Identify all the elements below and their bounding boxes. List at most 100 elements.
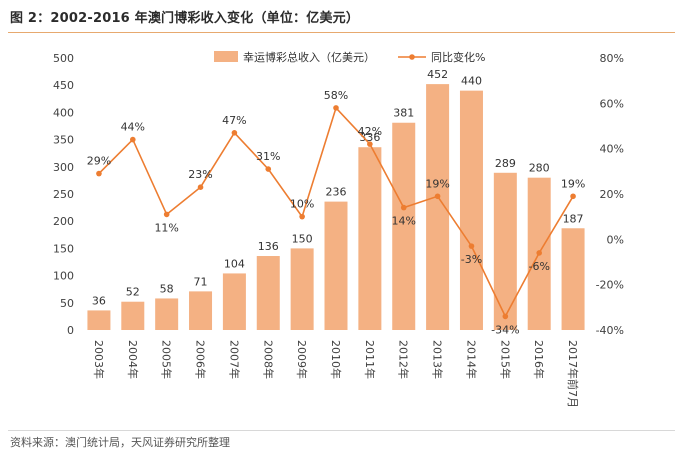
left-axis-tick: 350 xyxy=(53,134,74,147)
bar-data-labels: 36 52 58 71 104 136 150 236 336 381 452 440 289 280 18… xyxy=(92,68,584,307)
x-axis-label: 2006年 xyxy=(194,340,208,379)
left-axis-tick: 450 xyxy=(53,79,74,92)
line-point xyxy=(536,250,542,256)
legend-line-marker xyxy=(409,54,415,60)
x-axis-labels: 2003年 2004年 2005年 2006年 2007年 2008年 2009年 2010年… xyxy=(92,340,580,408)
right-axis-tick: 80% xyxy=(600,52,624,65)
line-point xyxy=(400,204,407,211)
bar-series xyxy=(87,84,585,331)
left-axis-tick: 150 xyxy=(53,242,74,255)
bar-value-label: 52 xyxy=(126,286,140,299)
line-point xyxy=(468,243,475,249)
line-value-label: 14% xyxy=(392,215,416,228)
line-point xyxy=(367,141,373,147)
bar-value-label: 336 xyxy=(359,131,380,144)
bar xyxy=(87,310,111,330)
x-axis-label: 2009年 xyxy=(295,340,309,379)
bar xyxy=(222,273,246,330)
line-value-label: 10% xyxy=(290,198,314,211)
line-data-labels: 29% 44% 11% 23% 47% 31% 10% 58% 42% 14% 19% -3% -34%… xyxy=(87,89,586,337)
chart-svg: 0 50 100 150 200 250 300 350 400 450 500 -40% -20% 0… xyxy=(53,50,624,408)
line-value-label: 31% xyxy=(256,150,280,163)
x-axis-label: 2005年 xyxy=(160,340,174,379)
right-axis-tick: 60% xyxy=(600,97,624,110)
legend: 幸运博彩总收入（亿美元） 同比变化% xyxy=(214,50,485,64)
line-point xyxy=(333,105,339,111)
bar-value-label: 381 xyxy=(393,107,414,120)
left-axis-tick: 200 xyxy=(53,215,74,228)
line-point xyxy=(197,184,204,190)
left-axis-tick: 300 xyxy=(53,161,74,174)
line-value-label: -3% xyxy=(461,253,482,266)
title-divider xyxy=(8,32,675,33)
legend-bar-label: 幸运博彩总收入（亿美元） xyxy=(243,50,375,64)
bar xyxy=(392,122,416,331)
line-value-label: 42% xyxy=(358,125,382,138)
bar-value-label: 58 xyxy=(160,282,174,295)
left-axis-tick: 400 xyxy=(53,106,74,119)
x-axis-label: 2007年 xyxy=(227,340,241,379)
line-point xyxy=(231,130,238,136)
line-value-label: 19% xyxy=(425,177,449,190)
right-axis-tick: -20% xyxy=(596,279,624,292)
bar-value-label: 187 xyxy=(563,212,584,225)
bar-value-label: 36 xyxy=(92,294,106,307)
bar-value-label: 150 xyxy=(292,232,313,245)
line-value-label: 11% xyxy=(154,221,178,234)
bar-value-label: 280 xyxy=(529,162,550,175)
source-note: 资料来源：澳门统计局，天风证券研究所整理 xyxy=(10,436,230,449)
bar xyxy=(121,301,145,330)
bar xyxy=(426,84,450,330)
line-point xyxy=(502,313,509,320)
line-value-label: 58% xyxy=(324,89,348,102)
bar-value-label: 452 xyxy=(427,68,448,81)
x-axis-label: 2013年 xyxy=(431,340,445,379)
right-axis-tick: -40% xyxy=(596,324,624,337)
x-axis-label: 2008年 xyxy=(261,340,275,379)
x-axis-label: 2014年 xyxy=(464,340,478,379)
bar xyxy=(155,298,179,330)
right-axis-tick: 40% xyxy=(600,143,624,156)
x-axis-label: 2017年前7月 xyxy=(566,340,580,408)
right-axis-ticks: -40% -20% 0% 20% 40% 60% 80% xyxy=(596,52,624,337)
legend-bar-swatch xyxy=(214,51,238,62)
x-axis-label: 2003年 xyxy=(92,340,106,379)
x-axis-label: 2016年 xyxy=(532,340,546,379)
bar xyxy=(459,90,483,330)
bar xyxy=(256,256,280,330)
bar xyxy=(358,147,382,330)
line-point xyxy=(434,193,441,200)
bar-value-label: 440 xyxy=(461,75,482,88)
bar-value-label: 71 xyxy=(194,275,208,288)
bar xyxy=(493,172,517,330)
bar-value-label: 289 xyxy=(495,157,516,170)
x-axis-label: 2010年 xyxy=(329,340,343,379)
bar xyxy=(290,248,314,330)
footer-divider xyxy=(8,430,675,431)
line-point xyxy=(570,193,576,200)
line-value-label: -6% xyxy=(528,260,549,273)
line-point xyxy=(130,136,136,143)
line-point xyxy=(299,213,305,220)
x-axis-label: 2015年 xyxy=(498,340,512,379)
chart-title: 图 2：2002-2016 年澳门博彩收入变化（单位：亿美元） xyxy=(10,11,360,26)
bar-value-label: 104 xyxy=(224,257,245,270)
bar xyxy=(324,201,348,330)
x-axis-label: 2011年 xyxy=(363,340,377,379)
line-point xyxy=(163,211,170,218)
x-axis-label: 2012年 xyxy=(397,340,411,379)
line-value-label: 19% xyxy=(561,177,585,190)
bar xyxy=(189,291,213,330)
line-point xyxy=(265,166,272,172)
line-value-label: 29% xyxy=(87,155,111,168)
left-axis-tick: 50 xyxy=(60,297,74,310)
line-value-label: -34% xyxy=(491,323,519,336)
line-value-label: 44% xyxy=(121,121,145,134)
right-axis-tick: 0% xyxy=(607,233,624,246)
bar xyxy=(561,228,585,330)
right-axis-tick: 20% xyxy=(600,188,624,201)
left-axis-ticks: 0 50 100 150 200 250 300 350 400 450 500 xyxy=(53,52,74,337)
line-point xyxy=(96,170,102,177)
line-series xyxy=(96,105,576,320)
left-axis-tick: 500 xyxy=(53,52,74,65)
